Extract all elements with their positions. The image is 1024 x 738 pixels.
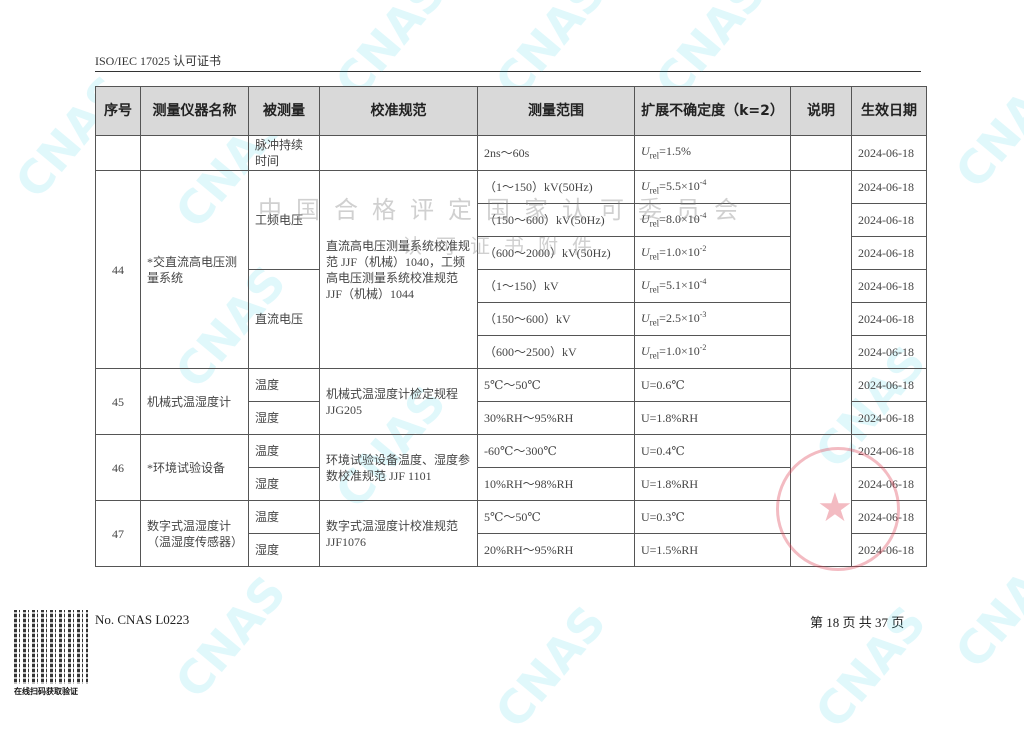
qr-caption: 在线扫码获取验证 <box>14 687 78 696</box>
uncertainty-cell: U=0.4℃ <box>634 434 791 468</box>
uncertainty-cell: Urel=1.0×10-2 <box>634 335 791 369</box>
range-cell: （600～2000）kV(50Hz) <box>477 236 635 270</box>
certificate-number: No. CNAS L0223 <box>95 612 190 627</box>
uncertainty-cell: U=0.3℃ <box>634 500 791 534</box>
date-cell: 2024-06-18 <box>851 203 927 237</box>
range-cell: （1～150）kV(50Hz) <box>477 170 635 204</box>
date-cell: 2024-06-18 <box>851 401 927 435</box>
range-cell: 30%RH～95%RH <box>477 401 635 435</box>
row-number: 46 <box>95 434 141 501</box>
table-row: 46 *环境试验设备 温度 环境试验设备温度、湿度参数校准规范 JJF 1101… <box>95 434 927 567</box>
uncertainty-cell: U=1.5%RH <box>634 533 791 567</box>
table-row: 湿度 30%RH～95%RH U=1.8%RH 2024-06-18 <box>96 401 927 435</box>
date-cell: 2024-06-18 <box>851 368 927 402</box>
range-cell: （150～600）kV(50Hz) <box>477 203 635 237</box>
quantity-cell: 直流电压 <box>248 269 320 369</box>
cnas-watermark: CNAS <box>944 55 1024 199</box>
col-header: 扩展不确定度（k=2） <box>634 86 791 136</box>
uncertainty-cell: Urel=2.5×10-3 <box>634 302 791 336</box>
quantity-cell: 湿度 <box>248 533 320 567</box>
verification-qr-code[interactable] <box>14 610 88 684</box>
quantity-cell: 湿度 <box>248 467 320 501</box>
spec-cell: 数字式温湿度计校准规范 JJF1076 <box>319 500 478 567</box>
table-row: 湿度 20%RH～95%RH U=1.5%RH 2024-06-18 <box>96 533 927 567</box>
range-cell: 20%RH～95%RH <box>477 533 635 567</box>
uncertainty-cell: Urel=8.0×10-4 <box>634 203 791 237</box>
cnas-watermark: CNAS <box>944 535 1024 679</box>
table-row: 47 数字式温湿度计（温湿度传感器） 温度 数字式温湿度计校准规范 JJF107… <box>95 500 927 567</box>
spec-cell: 机械式温湿度计检定规程 JJG205 <box>319 368 478 435</box>
table-row: 直流电压 （1～150）kV Urel=5.1×10-4 2024-06-18 <box>96 269 927 369</box>
col-header: 生效日期 <box>851 86 927 136</box>
row-number: 45 <box>95 368 141 435</box>
spec-cell: 直流高电压测量系统校准规范 JJF（机械）1040，工频高电压测量系统校准规范 … <box>319 170 478 369</box>
row-number: 44 <box>95 170 141 369</box>
col-header: 校准规范 <box>319 86 478 136</box>
cnas-watermark: CNAS <box>484 595 617 738</box>
date-cell: 2024-06-18 <box>851 236 927 270</box>
col-header: 被测量 <box>248 86 320 136</box>
table-row: 44 *交直流高电压测量系统 工频电压 直流高电压测量系统校准规范 JJF（机械… <box>95 170 927 369</box>
range-cell: 5℃～50℃ <box>477 368 635 402</box>
instrument-name: *环境试验设备 <box>140 434 249 501</box>
table-row: （150～600）kV Urel=2.5×10-3 2024-06-18 <box>96 302 927 336</box>
uncertainty-cell: U=1.8%RH <box>634 401 791 435</box>
uncertainty-cell: Urel=1.5% <box>634 135 791 171</box>
quantity-cell: 温度 <box>248 368 320 402</box>
range-cell: -60℃～300℃ <box>477 434 635 468</box>
quantity-cell: 脉冲持续时间 <box>248 135 320 171</box>
instrument-name: 数字式温湿度计（温湿度传感器） <box>140 500 249 567</box>
instrument-name: *交直流高电压测量系统 <box>140 170 249 369</box>
range-cell: （1～150）kV <box>477 269 635 303</box>
date-cell: 2024-06-18 <box>851 335 927 369</box>
col-header: 序号 <box>95 86 141 136</box>
date-cell: 2024-06-18 <box>851 467 927 501</box>
date-cell: 2024-06-18 <box>851 135 927 171</box>
range-cell: （600～2500）kV <box>477 335 635 369</box>
quantity-cell: 温度 <box>248 434 320 468</box>
table-header-row: 序号 测量仪器名称 被测量 校准规范 测量范围 扩展不确定度（k=2） 说明 生… <box>95 86 927 136</box>
uncertainty-cell: U=0.6℃ <box>634 368 791 402</box>
range-cell: 10%RH～98%RH <box>477 467 635 501</box>
spec-cell: 环境试验设备温度、湿度参数校准规范 JJF 1101 <box>319 434 478 501</box>
instrument-name: 机械式温湿度计 <box>140 368 249 435</box>
quantity-cell: 湿度 <box>248 401 320 435</box>
cnas-watermark: CNAS <box>164 565 297 709</box>
date-cell: 2024-06-18 <box>851 170 927 204</box>
row-number: 47 <box>95 500 141 567</box>
table-row: 45 机械式温湿度计 温度 机械式温湿度计检定规程 JJG205 5℃～50℃ … <box>95 368 927 435</box>
range-cell: 2ns～60s <box>477 135 635 171</box>
uncertainty-cell: Urel=5.1×10-4 <box>634 269 791 303</box>
date-cell: 2024-06-18 <box>851 302 927 336</box>
table-row: （600～2500）kV Urel=1.0×10-2 2024-06-18 <box>96 335 927 369</box>
date-cell: 2024-06-18 <box>851 434 927 468</box>
col-header: 测量仪器名称 <box>140 86 249 136</box>
date-cell: 2024-06-18 <box>851 500 927 534</box>
quantity-cell: 温度 <box>248 500 320 534</box>
date-cell: 2024-06-18 <box>851 533 927 567</box>
header-divider <box>95 71 921 72</box>
page-number: 第 18 页 共 37 页 <box>810 615 905 630</box>
date-cell: 2024-06-18 <box>851 269 927 303</box>
col-header: 说明 <box>790 86 852 136</box>
range-cell: 5℃～50℃ <box>477 500 635 534</box>
accreditation-table: 序号 测量仪器名称 被测量 校准规范 测量范围 扩展不确定度（k=2） 说明 生… <box>95 86 927 567</box>
uncertainty-cell: Urel=5.5×10-4 <box>634 170 791 204</box>
quantity-cell: 工频电压 <box>248 170 320 270</box>
document-header: ISO/IEC 17025 认可证书 <box>95 54 222 68</box>
uncertainty-cell: U=1.8%RH <box>634 467 791 501</box>
range-cell: （150～600）kV <box>477 302 635 336</box>
table-row: 脉冲持续时间 2ns～60s Urel=1.5% 2024-06-18 <box>95 135 927 171</box>
col-header: 测量范围 <box>477 86 635 136</box>
uncertainty-cell: Urel=1.0×10-2 <box>634 236 791 270</box>
